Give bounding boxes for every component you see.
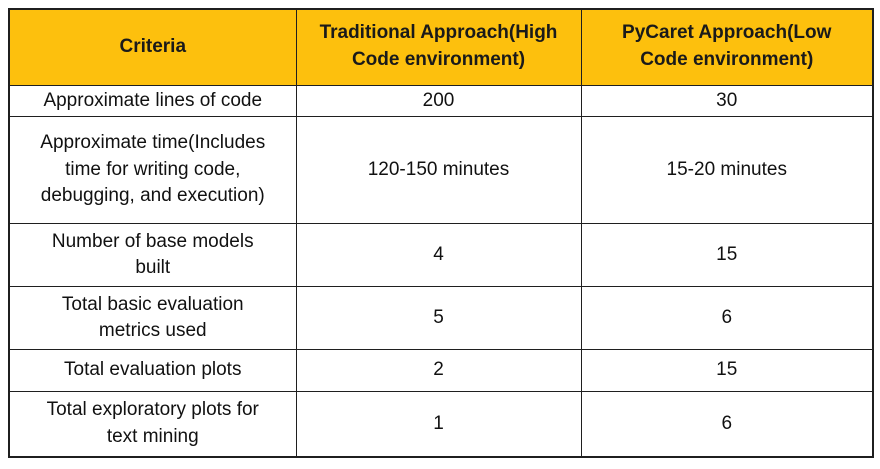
pycaret-value-cell: 6 bbox=[580, 391, 874, 458]
criteria-label: Total exploratory plots for text mining bbox=[46, 399, 259, 447]
pycaret-value-cell: 15 bbox=[580, 349, 874, 393]
pycaret-value: 6 bbox=[721, 306, 733, 328]
traditional-value-cell: 120-150 minutes bbox=[295, 116, 582, 225]
traditional-value: 120-150 minutes bbox=[367, 158, 510, 180]
header-cell-criteria: Criteria bbox=[8, 8, 297, 86]
pycaret-value-cell: 15 bbox=[580, 223, 874, 288]
header-traditional-label: Traditional Approach(High Code environme… bbox=[319, 22, 558, 71]
traditional-value: 1 bbox=[433, 412, 444, 434]
criteria-cell: Total basic evaluation metrics used bbox=[8, 286, 297, 351]
traditional-value: 4 bbox=[433, 243, 444, 265]
header-cell-pycaret-approach: PyCaret Approach(Low Code environment) bbox=[580, 8, 874, 86]
header-cell-traditional-approach: Traditional Approach(High Code environme… bbox=[295, 8, 582, 86]
pycaret-value-cell: 30 bbox=[580, 84, 874, 118]
header-criteria-label: Criteria bbox=[119, 35, 187, 57]
pycaret-value-cell: 6 bbox=[580, 286, 874, 351]
pycaret-value: 15 bbox=[716, 359, 738, 381]
table-header-row: Criteria Traditional Approach(High Code … bbox=[8, 8, 874, 86]
criteria-cell: Approximate time(Includes time for writi… bbox=[8, 116, 297, 225]
criteria-label: Total basic evaluation metrics used bbox=[61, 293, 244, 342]
table-row-approximate-time: Approximate time(Includes time for writi… bbox=[8, 116, 874, 225]
criteria-cell: Total exploratory plots for text mining bbox=[8, 391, 297, 458]
traditional-value-cell: 4 bbox=[295, 223, 582, 288]
header-pycaret-label: PyCaret Approach(Low Code environment) bbox=[622, 22, 832, 71]
traditional-value-cell: 2 bbox=[295, 349, 582, 393]
traditional-value: 200 bbox=[422, 89, 455, 111]
table-row-lines-of-code: Approximate lines of code 200 30 bbox=[8, 84, 874, 118]
pycaret-value: 6 bbox=[721, 412, 733, 434]
pycaret-value: 30 bbox=[716, 89, 738, 111]
traditional-value: 5 bbox=[433, 306, 444, 328]
criteria-cell: Total evaluation plots bbox=[8, 349, 297, 393]
table-row-base-models-built: Number of base models built 4 15 bbox=[8, 223, 874, 288]
traditional-value-cell: 1 bbox=[295, 391, 582, 458]
criteria-cell: Approximate lines of code bbox=[8, 84, 297, 118]
table-row-evaluation-metrics: Total basic evaluation metrics used 5 6 bbox=[8, 286, 874, 351]
criteria-label: Number of base models built bbox=[51, 230, 254, 279]
table-row-exploratory-plots: Total exploratory plots for text mining … bbox=[8, 391, 874, 458]
criteria-cell: Number of base models built bbox=[8, 223, 297, 288]
traditional-value-cell: 200 bbox=[295, 84, 582, 118]
criteria-label: Approximate lines of code bbox=[43, 89, 263, 111]
criteria-label: Approximate time(Includes time for writi… bbox=[40, 132, 266, 207]
traditional-value-cell: 5 bbox=[295, 286, 582, 351]
pycaret-value-cell: 15-20 minutes bbox=[580, 116, 874, 225]
criteria-label: Total evaluation plots bbox=[64, 359, 242, 381]
pycaret-value: 15-20 minutes bbox=[666, 158, 787, 180]
table-row-evaluation-plots: Total evaluation plots 2 15 bbox=[8, 349, 874, 393]
comparison-table: Criteria Traditional Approach(High Code … bbox=[8, 8, 874, 458]
traditional-value: 2 bbox=[433, 359, 444, 381]
pycaret-value: 15 bbox=[716, 243, 738, 265]
